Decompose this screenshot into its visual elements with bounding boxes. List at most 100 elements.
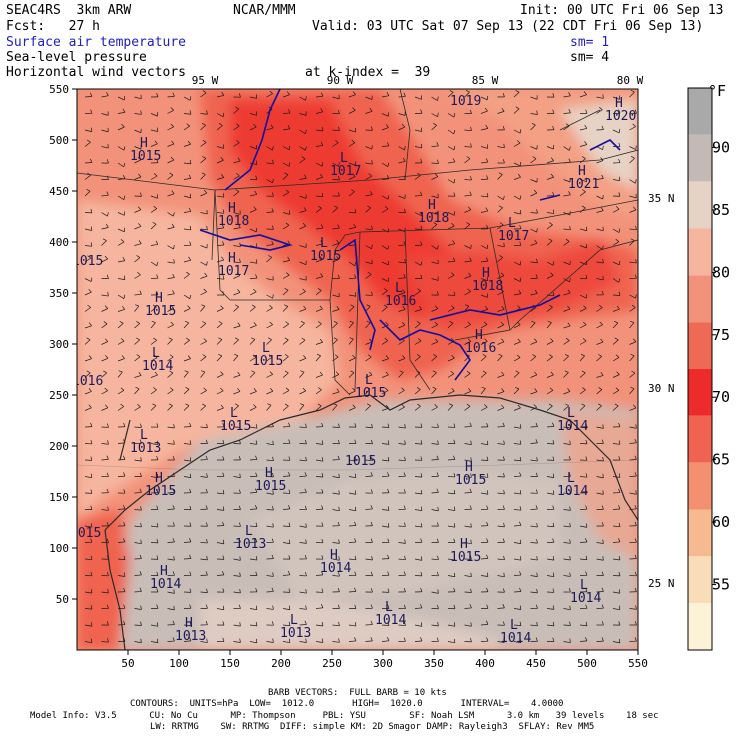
wind-barb xyxy=(200,189,208,197)
wind-barb xyxy=(612,238,620,246)
wind-barb xyxy=(134,506,142,511)
wind-barb xyxy=(200,272,208,279)
wind-barb xyxy=(563,322,571,329)
wind-barb xyxy=(563,238,570,246)
wind-barb xyxy=(200,90,207,98)
wind-barb xyxy=(414,423,423,428)
wind-barb xyxy=(249,123,257,131)
wind-barb xyxy=(216,506,225,511)
wind-barb xyxy=(497,572,505,578)
wind-barb xyxy=(299,305,307,312)
wind-barb xyxy=(381,440,390,445)
wind-barb xyxy=(167,223,175,230)
wind-barb xyxy=(266,523,274,528)
wind-barb xyxy=(299,288,306,296)
wind-barb xyxy=(612,278,621,283)
wind-barb xyxy=(365,225,373,230)
wind-barb xyxy=(282,638,291,643)
wind-barb xyxy=(563,277,571,283)
wind-barb xyxy=(315,387,322,395)
wind-barb xyxy=(266,554,274,560)
wind-barb xyxy=(183,488,192,494)
wind-barb xyxy=(431,159,439,164)
wind-barb xyxy=(233,289,241,296)
wind-barb xyxy=(101,571,109,577)
wind-barb xyxy=(315,205,322,213)
wind-barb xyxy=(134,321,141,329)
wind-barb xyxy=(381,621,390,626)
pressure-center-value: 1015 xyxy=(220,419,251,434)
wind-barb xyxy=(200,288,207,296)
wind-barb xyxy=(480,572,489,577)
wind-barb xyxy=(150,505,159,510)
wind-barb xyxy=(167,190,175,197)
wind-barb xyxy=(84,189,91,197)
wind-barb xyxy=(480,354,487,362)
wind-barb xyxy=(101,638,109,643)
wind-barb xyxy=(530,239,538,246)
wind-barb xyxy=(497,321,505,329)
wind-barb xyxy=(200,638,208,643)
wind-barb xyxy=(431,321,438,329)
wind-barb xyxy=(612,158,621,164)
wind-barb xyxy=(546,93,555,98)
wind-barb xyxy=(414,556,423,561)
wind-barb xyxy=(579,370,586,378)
graticule xyxy=(77,459,638,471)
wind-barb xyxy=(464,288,471,296)
wind-barb xyxy=(332,556,340,561)
pressure-center-type: L xyxy=(245,524,253,539)
x-tick-label: 450 xyxy=(526,657,546,670)
wind-barb xyxy=(398,305,406,312)
wind-barb xyxy=(299,589,307,594)
wind-barb xyxy=(167,637,175,642)
wind-barb xyxy=(299,111,307,116)
wind-barb xyxy=(464,176,472,181)
colorbar-segment xyxy=(688,88,712,135)
wind-barb xyxy=(183,320,189,329)
pressure-center-value: 1014 xyxy=(557,484,588,499)
wind-barb xyxy=(596,522,604,527)
wind-barb xyxy=(101,292,109,297)
pressure-center-value: 1015 xyxy=(345,454,376,469)
wind-barb xyxy=(134,354,141,362)
wind-barb xyxy=(414,622,423,627)
wind-barb xyxy=(513,129,522,134)
wind-barb xyxy=(530,156,537,164)
wind-barb xyxy=(332,292,340,298)
wind-barb xyxy=(299,571,307,577)
wind-barb xyxy=(480,473,489,478)
wind-barb xyxy=(414,473,423,478)
wind-barb xyxy=(282,489,291,494)
wind-barb xyxy=(249,354,257,362)
wind-barb xyxy=(200,354,207,362)
pressure-center-value: 1013 xyxy=(130,441,161,456)
wind-barb xyxy=(348,404,356,411)
y-tick-label: 400 xyxy=(49,236,69,249)
wind-barb xyxy=(480,490,489,495)
wind-barb xyxy=(579,637,588,642)
wind-barb xyxy=(183,387,190,395)
wind-barb xyxy=(183,355,191,362)
wind-barb xyxy=(414,109,423,114)
wind-barb xyxy=(579,403,586,411)
wind-barb xyxy=(200,620,208,626)
wind-barb xyxy=(299,156,306,164)
wind-barb xyxy=(431,440,439,445)
wind-barb xyxy=(497,272,505,279)
wind-barb xyxy=(117,195,126,200)
pressure-center-value: 1015 xyxy=(255,479,286,494)
pressure-center-value: 1016 xyxy=(465,341,496,356)
wind-barb xyxy=(150,555,159,560)
wind-barb xyxy=(282,472,291,477)
wind-barb xyxy=(513,241,522,246)
wind-barb xyxy=(134,638,142,644)
wind-barb xyxy=(200,488,208,494)
longitude-label: 85 W xyxy=(472,74,499,87)
